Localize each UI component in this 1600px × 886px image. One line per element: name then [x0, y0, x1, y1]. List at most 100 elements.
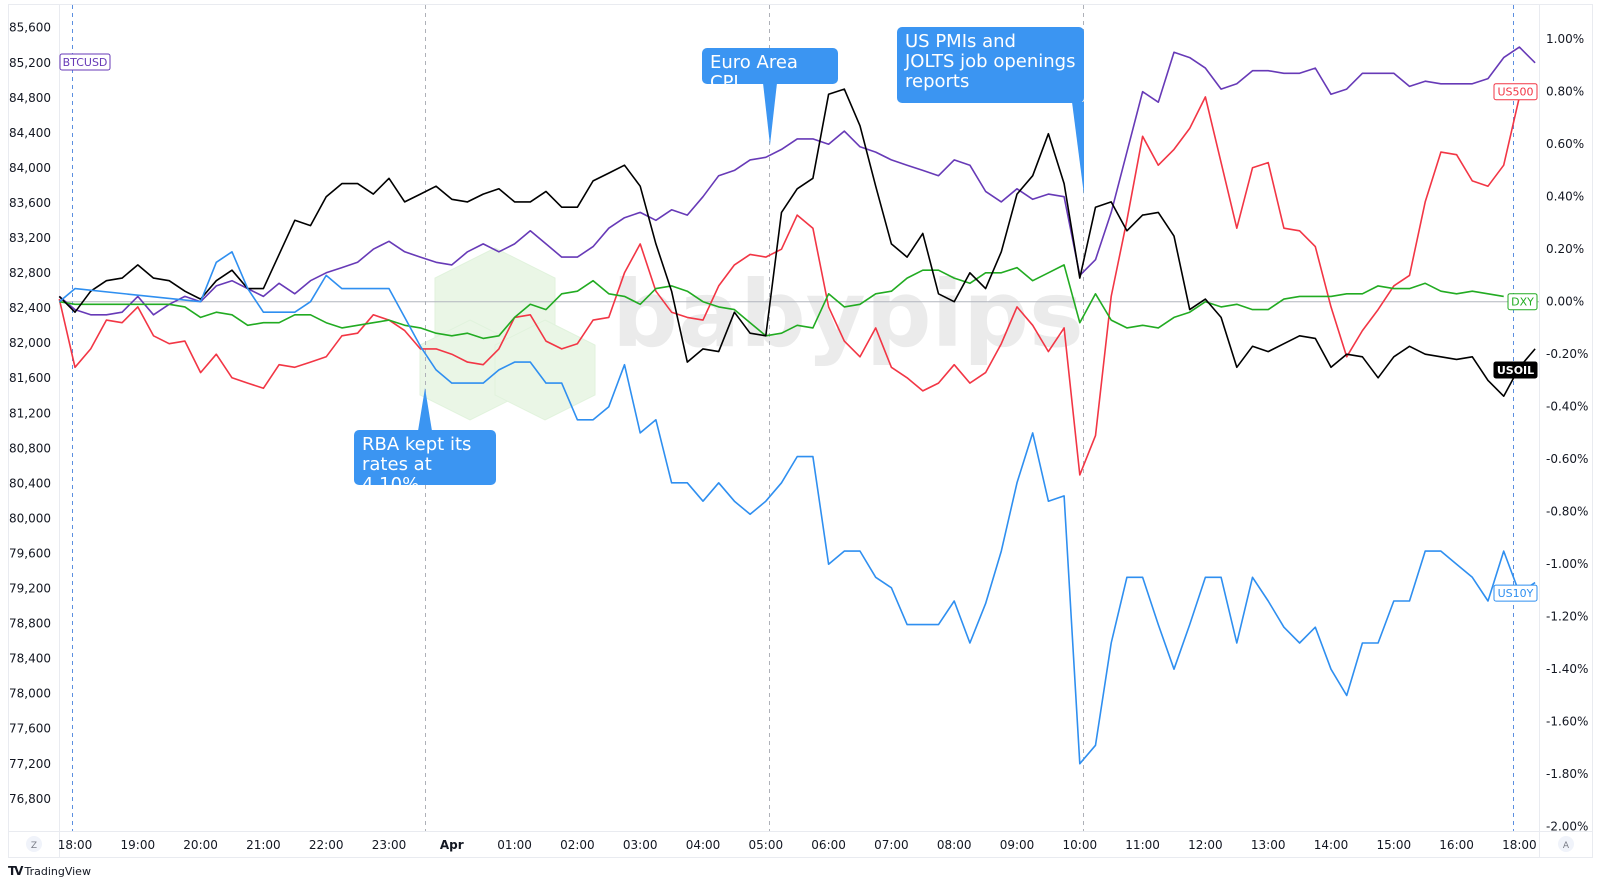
time-axis-tick-label: 18:00 [1502, 838, 1537, 852]
time-axis-tick-label: 01:00 [497, 838, 532, 852]
left-axis-tick-label: 80,800 [9, 441, 51, 455]
time-axis-tick-label: 22:00 [309, 838, 344, 852]
right-axis-tick-label: 1.00% [1546, 32, 1584, 46]
series-line-dxy[interactable] [59, 264, 1504, 340]
series-label-text: US10Y [1498, 587, 1534, 600]
left-axis-tick-label: 80,400 [9, 476, 51, 490]
scale-right-button-label: A [1563, 841, 1570, 851]
left-axis-tick-label: 80,000 [9, 511, 51, 525]
tradingview-brand[interactable]: TV TradingView [8, 864, 91, 878]
left-axis-tick-label: 84,000 [9, 161, 51, 175]
series-label-us500[interactable]: US500 [1493, 83, 1538, 101]
right-axis-tick-label: -2.00% [1546, 820, 1588, 834]
chart-frame [8, 4, 1593, 858]
time-axis-tick-label: 19:00 [121, 838, 156, 852]
series-label-text: USOIL [1497, 364, 1534, 377]
series-label-dxy[interactable]: DXY [1507, 293, 1538, 311]
right-axis-tick-label: -1.40% [1546, 662, 1588, 676]
series-label-box [1493, 361, 1538, 379]
series-label-box [59, 53, 111, 71]
right-axis-tick-label: -1.00% [1546, 557, 1588, 571]
left-axis-tick-label: 85,600 [9, 21, 51, 35]
series-label-us10y[interactable]: US10Y [1493, 584, 1538, 602]
time-axis-tick-label: 08:00 [937, 838, 972, 852]
callout-pointers [418, 83, 1084, 431]
series-label-box [1507, 293, 1538, 311]
us-pmi-jolts-callout[interactable]: US PMIs and JOLTS job openings reports [897, 27, 1084, 103]
series-label-text: DXY [1511, 296, 1534, 309]
left-axis-tick-label: 76,800 [9, 792, 51, 806]
time-axis-tick-label: 23:00 [372, 838, 407, 852]
time-axis-tick-label: 14:00 [1314, 838, 1349, 852]
scale-right-button[interactable]: A [1558, 836, 1574, 852]
series-usoil [58, 88, 1536, 397]
euro-callout-line-1: Euro Area CPI [710, 52, 798, 93]
time-axis-tick-label: 10:00 [1063, 838, 1098, 852]
time-axis-tick-label: 15:00 [1377, 838, 1412, 852]
left-axis-tick-label: 79,200 [9, 582, 51, 596]
us-callout-line-3: reports [905, 71, 970, 92]
left-axis-tick-label: 78,800 [9, 617, 51, 631]
left-axis-tick-label: 77,600 [9, 722, 51, 736]
series-us10y [58, 251, 1536, 765]
series-layer [58, 46, 1536, 765]
tradingview-brand-text: TradingView [24, 864, 91, 878]
right-axis-tick-label: -1.60% [1546, 715, 1588, 729]
left-axis-tick-label: 77,200 [9, 757, 51, 771]
left-axis-tick-label: 84,800 [9, 91, 51, 105]
series-btcusd [58, 46, 1536, 316]
rba-callout-line-2: rates at 4.10% [362, 454, 432, 495]
series-labels: BTCUSD US500 DXY USOIL US10Y [59, 53, 1538, 602]
left-axis-tick-label: 78,000 [9, 687, 51, 701]
left-price-axis[interactable]: 85,600 85,200 84,800 84,400 84,000 83,600 83,2… [9, 21, 51, 806]
series-label-usoil[interactable]: USOIL [1493, 361, 1538, 379]
rba-callout-pointer [418, 388, 432, 431]
left-axis-tick-label: 81,200 [9, 406, 51, 420]
scale-left-button[interactable]: Z [26, 836, 42, 852]
time-axis-tick-label: 18:00 [58, 838, 93, 852]
right-axis-tick-label: -0.80% [1546, 505, 1588, 519]
right-axis-tick-label: 0.20% [1546, 242, 1584, 256]
right-axis-tick-label: -0.40% [1546, 400, 1588, 414]
time-axis-tick-label: 09:00 [1000, 838, 1035, 852]
left-axis-tick-label: 82,000 [9, 336, 51, 350]
left-axis-tick-label: 82,800 [9, 266, 51, 280]
right-axis-tick-label: -0.20% [1546, 347, 1588, 361]
left-axis-tick-label: 82,400 [9, 301, 51, 315]
right-axis-tick-label: -1.20% [1546, 610, 1588, 624]
time-axis-tick-label: 06:00 [811, 838, 846, 852]
us-callout-line-1: US PMIs and [905, 31, 1016, 52]
right-axis-tick-label: -1.80% [1546, 767, 1588, 781]
series-label-text: BTCUSD [63, 56, 108, 69]
tradingview-logo-icon: TV [8, 864, 24, 878]
babypips-logo-icon [419, 247, 596, 421]
time-axis-tick-label: 05:00 [749, 838, 784, 852]
right-axis-tick-label: 0.00% [1546, 295, 1584, 309]
series-us500 [58, 90, 1536, 476]
scale-left-button-label: Z [31, 841, 37, 851]
left-axis-tick-label: 83,200 [9, 231, 51, 245]
right-axis-tick-label: 0.60% [1546, 137, 1584, 151]
right-axis-tick-label: 0.40% [1546, 190, 1584, 204]
series-label-btcusd[interactable]: BTCUSD [59, 53, 111, 71]
euro-cpi-callout[interactable]: Euro Area CPI [702, 48, 838, 93]
series-line-us10y[interactable] [58, 251, 1536, 765]
time-axis-tick-label: 03:00 [623, 838, 658, 852]
series-label-box [1493, 83, 1538, 101]
time-axis-tick-label: 04:00 [686, 838, 721, 852]
right-percent-axis[interactable]: 1.00% 0.80% 0.60% 0.40% 0.20% 0.00% -0.20% -0.4… [1546, 32, 1588, 834]
left-axis-tick-label: 81,600 [9, 371, 51, 385]
time-axis[interactable]: 18:00 19:00 20:00 21:00 22:00 23:00 Apr 01:00 02… [58, 838, 1537, 852]
euro-callout-pointer [763, 83, 777, 145]
left-axis-tick-label: 83,600 [9, 196, 51, 210]
right-axis-tick-label: 0.80% [1546, 85, 1584, 99]
time-axis-tick-label: 20:00 [183, 838, 218, 852]
time-axis-tick-label: Apr [440, 838, 464, 852]
series-label-box [1493, 584, 1538, 602]
time-axis-tick-label: 12:00 [1188, 838, 1223, 852]
left-axis-tick-label: 79,600 [9, 546, 51, 560]
rba-callout[interactable]: RBA kept its rates at 4.10% [354, 430, 496, 495]
time-axis-tick-label: 16:00 [1439, 838, 1474, 852]
